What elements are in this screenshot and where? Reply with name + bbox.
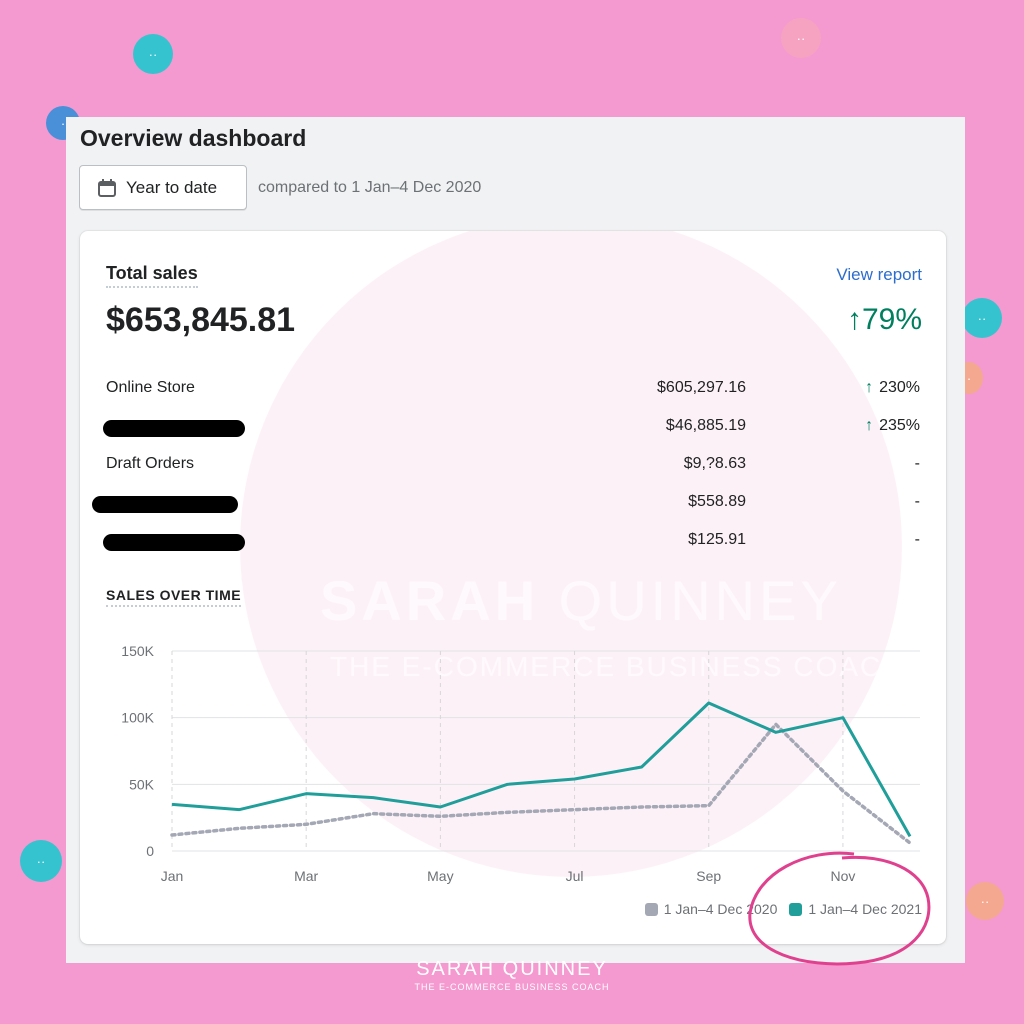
redacted-channel-name [103, 420, 245, 437]
channel-change: ↑ 230% [865, 379, 920, 396]
x-tick-label: Jan [161, 868, 184, 884]
cart-icon: ·· [781, 18, 821, 58]
y-tick-label: 150K [121, 643, 154, 659]
channel-change: - [914, 455, 920, 472]
x-tick-label: May [427, 868, 453, 884]
cart-icon: ·· [962, 298, 1002, 338]
y-tick-label: 50K [129, 776, 155, 792]
channel-amount: $558.89 [688, 493, 746, 510]
series-line [171, 701, 912, 838]
footer-brand: SARAH QUINNEY [416, 958, 608, 980]
page-title: Overview dashboard [80, 125, 307, 151]
redacted-channel-name [92, 496, 238, 513]
x-tick-label: Nov [830, 868, 855, 884]
legend-swatch [644, 902, 658, 916]
channel-row: Draft Orders $9,?8.63 - [106, 455, 920, 479]
legend-label: 1 Jan–4 Dec 2020 [663, 901, 778, 917]
channel-row: Online Store $605,297.16 ↑ 230% [106, 379, 920, 403]
channel-change: - [914, 531, 920, 548]
total-sales-change: ↑79% [846, 303, 922, 336]
legend-item: 1 Jan–4 Dec 2020 [644, 901, 778, 917]
redacted-channel-name [103, 534, 245, 551]
y-tick-label: 100K [121, 710, 154, 726]
x-tick-label: Jul [566, 868, 584, 884]
arrow-up-icon: ↑ [846, 303, 862, 336]
sales-over-time-chart: 150K 100K 50K 0 Jan Mar May Jul Sep Nov [121, 643, 920, 884]
series-line [170, 722, 912, 845]
x-tick-label: Mar [294, 868, 318, 884]
chart-legend: 1 Jan–4 Dec 2020 1 Jan–4 Dec 2021 [633, 901, 922, 917]
y-tick-label: 0 [146, 843, 154, 859]
view-report-link[interactable]: View report [836, 265, 922, 284]
cart-icon: ·· [20, 840, 62, 882]
channel-change: ↑ 235% [865, 417, 920, 434]
channel-row: $125.91 - [103, 531, 920, 555]
channel-amount: $605,297.16 [657, 379, 746, 396]
footer-tagline: THE E-COMMERCE BUSINESS COACH [414, 982, 610, 992]
total-sales-value: $653,845.81 [106, 301, 296, 339]
channel-name: Draft Orders [106, 455, 195, 472]
channel-amount: $46,885.19 [665, 417, 746, 434]
arrow-up-icon: ↑ [865, 417, 874, 434]
channel-amount: $125.91 [688, 531, 746, 548]
sales-over-time-label: SALES OVER TIME [106, 587, 242, 607]
date-range-label: Year to date [126, 177, 218, 197]
date-range-button[interactable]: Year to date [79, 165, 247, 210]
calendar-icon [98, 178, 116, 197]
compare-text: compared to 1 Jan–4 Dec 2020 [258, 179, 482, 196]
channel-change: - [914, 493, 920, 510]
legend-item: 1 Jan–4 Dec 2021 [789, 901, 922, 917]
total-sales-card: SARAH QUINNEY THE E-COMMERCE BUSINESS CO… [80, 231, 946, 944]
total-sales-label: Total sales [106, 263, 198, 288]
channel-name: Online Store [106, 379, 195, 396]
channel-amount: $9,?8.63 [683, 455, 746, 472]
channel-row: $558.89 - [92, 493, 920, 517]
x-tick-label: Sep [696, 868, 721, 884]
dashboard-panel: Overview dashboard Year to date compared… [66, 117, 965, 963]
legend-label: 1 Jan–4 Dec 2021 [808, 901, 922, 917]
legend-swatch [789, 902, 803, 916]
cart-icon: ·· [966, 882, 1004, 920]
arrow-up-icon: ↑ [865, 379, 874, 396]
cart-icon: ·· [133, 34, 173, 74]
channel-row: $46,885.19 ↑ 235% [103, 417, 920, 441]
